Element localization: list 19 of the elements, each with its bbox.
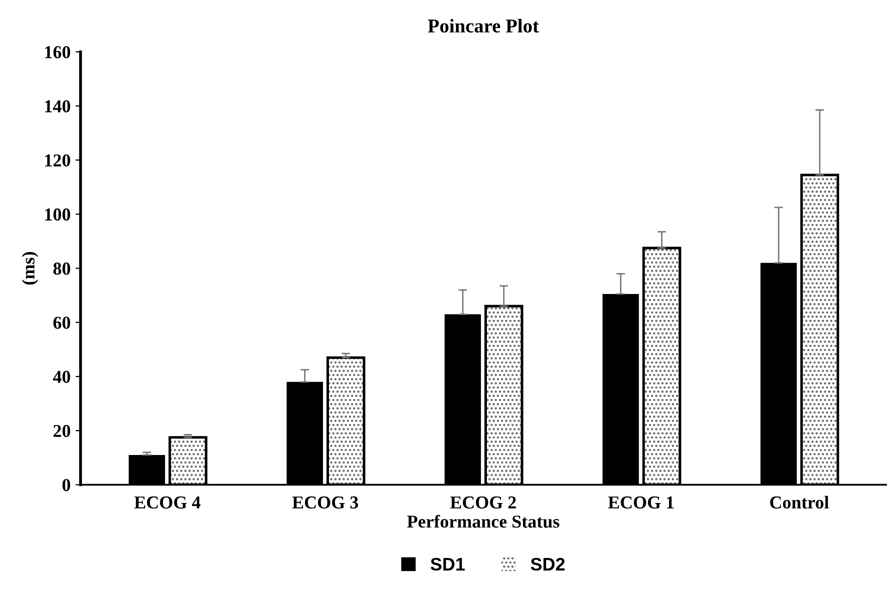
y-tick-label: 160 bbox=[45, 46, 70, 58]
y-tick-label: 60 bbox=[53, 316, 70, 329]
y-tick-label: 0 bbox=[62, 479, 70, 492]
y-axis-title: (ms) bbox=[22, 252, 38, 285]
y-tick-label: 120 bbox=[45, 154, 70, 167]
x-tick-label: ECOG 2 bbox=[450, 496, 516, 509]
y-tick-label: 20 bbox=[54, 424, 70, 438]
y-tick-label: 40 bbox=[53, 370, 70, 383]
x-tick-label: ECOG 3 bbox=[292, 496, 358, 509]
y-tick-label: 80 bbox=[53, 262, 70, 275]
y-tick-label: 140 bbox=[45, 100, 70, 112]
x-axis-title: Performance Status bbox=[407, 514, 560, 528]
x-tick-label: ECOG 1 bbox=[608, 496, 674, 509]
x-tick-label: ECOG 4 bbox=[134, 496, 200, 509]
legend-label: SD1 bbox=[430, 558, 465, 571]
y-tick-label: 100 bbox=[45, 208, 70, 221]
x-tick-label: Control bbox=[770, 496, 829, 509]
legend-label: SD2 bbox=[530, 558, 565, 571]
chart-title: Poincare Plot bbox=[428, 18, 539, 33]
